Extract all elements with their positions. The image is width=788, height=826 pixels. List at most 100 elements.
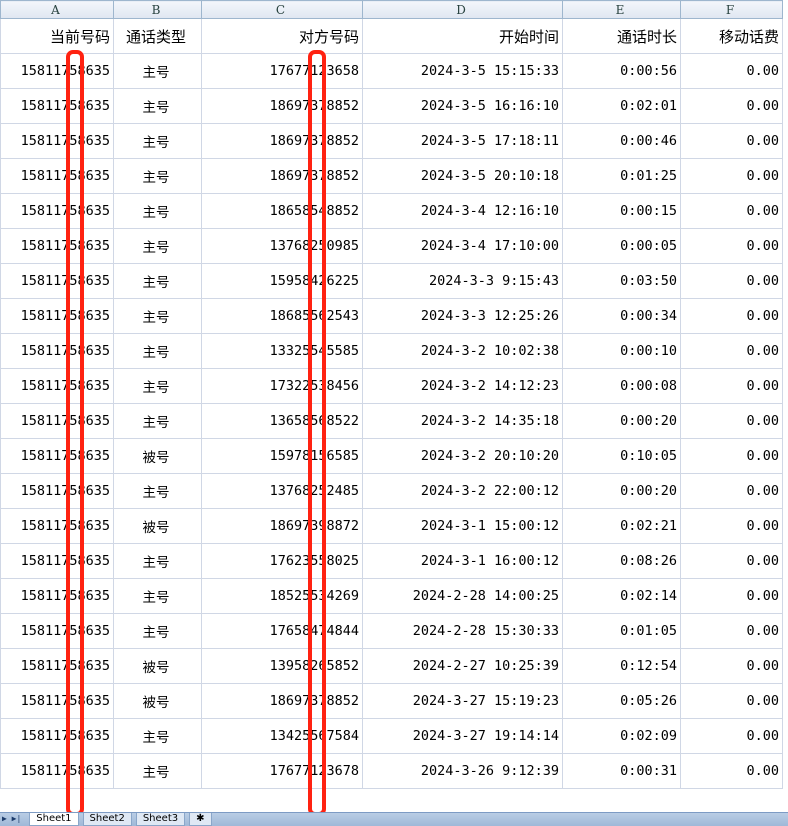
cell-duration[interactable]: 0:00:20 [562,473,681,509]
cell-duration[interactable]: 0:02:14 [562,578,681,614]
cell-start-time[interactable]: 2024-3-3 12:25:26 [362,298,563,334]
cell-start-time[interactable]: 2024-2-28 14:00:25 [362,578,563,614]
cell-fee[interactable]: 0.00 [680,613,783,649]
cell-start-time[interactable]: 2024-3-5 16:16:10 [362,88,563,124]
cell-duration[interactable]: 0:00:05 [562,228,681,264]
cell-duration[interactable]: 0:01:25 [562,158,681,194]
cell-duration[interactable]: 0:02:01 [562,88,681,124]
insert-sheet-icon[interactable]: ✱ [189,813,212,826]
cell-fee[interactable]: 0.00 [680,578,783,614]
cell-duration[interactable]: 0:00:31 [562,753,681,789]
cell-fee[interactable]: 0.00 [680,53,783,89]
cell-current-number[interactable]: 15811758635 [0,88,114,124]
cell-other-number[interactable]: 17623558025 [201,543,363,579]
cell-other-number[interactable]: 18697378852 [201,683,363,719]
cell-call-type[interactable]: 主号 [113,158,202,194]
cell-call-type[interactable]: 主号 [113,228,202,264]
cell-current-number[interactable]: 15811758635 [0,228,114,264]
cell-fee[interactable]: 0.00 [680,368,783,404]
cell-duration[interactable]: 0:01:05 [562,613,681,649]
column-header-f[interactable]: F [680,0,783,19]
cell-start-time[interactable]: 2024-3-2 22:00:12 [362,473,563,509]
cell-duration[interactable]: 0:05:26 [562,683,681,719]
cell-current-number[interactable]: 15811758635 [0,543,114,579]
cell-other-number[interactable]: 18697378852 [201,158,363,194]
cell-fee[interactable]: 0.00 [680,648,783,684]
cell-start-time[interactable]: 2024-3-2 10:02:38 [362,333,563,369]
cell-current-number[interactable]: 15811758635 [0,753,114,789]
cell-start-time[interactable]: 2024-3-4 17:10:00 [362,228,563,264]
cell-duration[interactable]: 0:00:15 [562,193,681,229]
cell-call-type[interactable]: 主号 [113,473,202,509]
cell-current-number[interactable]: 15811758635 [0,438,114,474]
cell-current-number[interactable]: 15811758635 [0,193,114,229]
cell-start-time[interactable]: 2024-3-5 17:18:11 [362,123,563,159]
column-header-b[interactable]: B [113,0,202,19]
cell-fee[interactable]: 0.00 [680,753,783,789]
cell-call-type[interactable]: 主号 [113,403,202,439]
cell-current-number[interactable]: 15811758635 [0,648,114,684]
column-header-c[interactable]: C [201,0,363,19]
cell-other-number[interactable]: 17322538456 [201,368,363,404]
sheet-tab-3[interactable]: Sheet3 [135,813,186,826]
cell-other-number[interactable]: 17658474844 [201,613,363,649]
cell-other-number[interactable]: 18697378852 [201,123,363,159]
cell-start-time[interactable]: 2024-3-27 19:14:14 [362,718,563,754]
header-call-type[interactable]: 通话类型 [113,18,202,54]
cell-call-type[interactable]: 被号 [113,438,202,474]
cell-other-number[interactable]: 15958426225 [201,263,363,299]
column-header-e[interactable]: E [562,0,681,19]
cell-duration[interactable]: 0:00:08 [562,368,681,404]
cell-other-number[interactable]: 15978156585 [201,438,363,474]
cell-duration[interactable]: 0:00:10 [562,333,681,369]
cell-current-number[interactable]: 15811758635 [0,123,114,159]
cell-start-time[interactable]: 2024-3-26 9:12:39 [362,753,563,789]
header-other-number[interactable]: 对方号码 [201,18,363,54]
cell-other-number[interactable]: 13658568522 [201,403,363,439]
cell-current-number[interactable]: 15811758635 [0,578,114,614]
cell-call-type[interactable]: 被号 [113,683,202,719]
cell-other-number[interactable]: 18658548852 [201,193,363,229]
cell-start-time[interactable]: 2024-3-4 12:16:10 [362,193,563,229]
cell-fee[interactable]: 0.00 [680,193,783,229]
cell-start-time[interactable]: 2024-3-5 20:10:18 [362,158,563,194]
cell-call-type[interactable]: 主号 [113,753,202,789]
cell-call-type[interactable]: 主号 [113,193,202,229]
cell-start-time[interactable]: 2024-3-2 14:35:18 [362,403,563,439]
cell-other-number[interactable]: 13958265852 [201,648,363,684]
cell-duration[interactable]: 0:10:05 [562,438,681,474]
cell-fee[interactable]: 0.00 [680,683,783,719]
header-current-number[interactable]: 当前号码 [0,18,114,54]
cell-duration[interactable]: 0:12:54 [562,648,681,684]
header-start-time[interactable]: 开始时间 [362,18,563,54]
cell-current-number[interactable]: 15811758635 [0,718,114,754]
cell-current-number[interactable]: 15811758635 [0,53,114,89]
cell-other-number[interactable]: 18685562543 [201,298,363,334]
cell-other-number[interactable]: 17677123678 [201,753,363,789]
cell-call-type[interactable]: 主号 [113,298,202,334]
cell-other-number[interactable]: 13325545585 [201,333,363,369]
cell-start-time[interactable]: 2024-2-28 15:30:33 [362,613,563,649]
cell-fee[interactable]: 0.00 [680,228,783,264]
cell-other-number[interactable]: 13425567584 [201,718,363,754]
cell-current-number[interactable]: 15811758635 [0,508,114,544]
cell-other-number[interactable]: 13768252485 [201,473,363,509]
cell-current-number[interactable]: 15811758635 [0,333,114,369]
cell-start-time[interactable]: 2024-3-2 14:12:23 [362,368,563,404]
cell-fee[interactable]: 0.00 [680,123,783,159]
cell-start-time[interactable]: 2024-2-27 10:25:39 [362,648,563,684]
cell-duration[interactable]: 0:03:50 [562,263,681,299]
cell-duration[interactable]: 0:00:34 [562,298,681,334]
cell-call-type[interactable]: 主号 [113,613,202,649]
cell-duration[interactable]: 0:02:21 [562,508,681,544]
cell-other-number[interactable]: 18697378852 [201,88,363,124]
cell-call-type[interactable]: 主号 [113,333,202,369]
cell-call-type[interactable]: 被号 [113,648,202,684]
cell-current-number[interactable]: 15811758635 [0,158,114,194]
cell-call-type[interactable]: 被号 [113,508,202,544]
cell-duration[interactable]: 0:02:09 [562,718,681,754]
cell-fee[interactable]: 0.00 [680,403,783,439]
column-header-d[interactable]: D [362,0,563,19]
cell-start-time[interactable]: 2024-3-5 15:15:33 [362,53,563,89]
cell-fee[interactable]: 0.00 [680,508,783,544]
